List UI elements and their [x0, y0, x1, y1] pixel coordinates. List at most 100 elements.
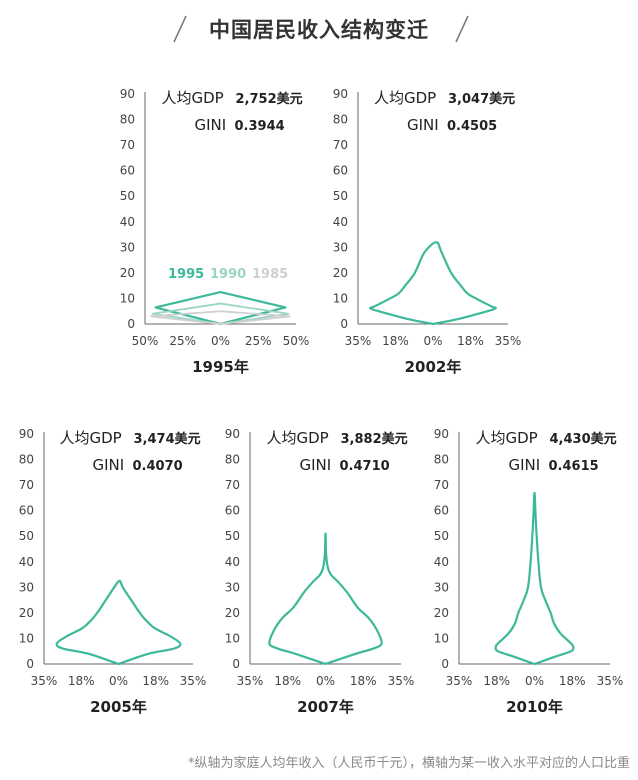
y-tick-label: 30 — [120, 240, 135, 254]
x-tick-label: 35% — [597, 674, 624, 688]
y-tick-label: 90 — [120, 87, 135, 101]
y-tick-label: 20 — [120, 266, 135, 280]
chart-year-label: 2007年 — [297, 698, 354, 716]
x-tick-label: 25% — [169, 334, 196, 348]
y-tick-label: 40 — [120, 215, 135, 229]
gdp-value: 3,882美元 — [341, 431, 408, 447]
y-tick-label: 60 — [19, 504, 34, 518]
x-tick-label: 35% — [388, 674, 415, 688]
x-tick-label: 0% — [109, 674, 128, 688]
page-title-text: 中国居民收入结构变迁 — [209, 18, 429, 42]
footnote: *纵轴为家庭人均年收入（人民币千元），横轴为某一收入水平对应的人口比重 — [0, 752, 630, 771]
y-tick-label: 80 — [19, 453, 34, 467]
gdp-label: 人均GDP — [374, 89, 436, 107]
x-tick-label: 35% — [495, 334, 522, 348]
y-tick-label: 20 — [19, 606, 34, 620]
y-tick-label: 0 — [26, 657, 34, 671]
gini-value: 0.4615 — [549, 459, 599, 474]
y-tick-label: 10 — [120, 291, 135, 305]
x-tick-label: 0% — [316, 674, 335, 688]
chart-year-label: 2005年 — [90, 698, 147, 716]
y-tick-label: 50 — [434, 529, 449, 543]
distribution-shape-2005 — [55, 579, 182, 666]
y-tick-label: 50 — [225, 529, 240, 543]
gini-label: GINI — [407, 116, 439, 134]
x-tick-label: 35% — [345, 334, 372, 348]
gdp-value: 2,752美元 — [236, 91, 303, 107]
chart-year-label: 2002年 — [405, 358, 462, 376]
footnote-text: *纵轴为家庭人均年收入（人民币千元），横轴为某一收入水平对应的人口比重 — [187, 756, 630, 771]
distribution-shape-1985 — [150, 310, 291, 325]
y-tick-label: 0 — [340, 317, 348, 331]
gini-label: GINI — [93, 456, 125, 474]
y-tick-label: 60 — [333, 164, 348, 178]
y-tick-label: 80 — [333, 113, 348, 127]
title-slash-left-icon — [173, 15, 187, 43]
y-tick-label: 60 — [120, 164, 135, 178]
chart-year-label: 2010年 — [506, 698, 563, 716]
y-tick-label: 20 — [225, 606, 240, 620]
x-tick-label: 18% — [142, 674, 169, 688]
y-tick-label: 20 — [434, 606, 449, 620]
distribution-shape-2007 — [268, 532, 383, 666]
y-tick-label: 70 — [19, 478, 34, 492]
gdp-value: 3,474美元 — [134, 431, 201, 447]
y-tick-label: 40 — [333, 215, 348, 229]
y-tick-label: 10 — [434, 631, 449, 645]
y-tick-label: 20 — [333, 266, 348, 280]
legend-entry: 1990 — [210, 267, 246, 282]
y-tick-label: 60 — [225, 504, 240, 518]
y-tick-label: 90 — [434, 427, 449, 441]
x-tick-label: 35% — [446, 674, 473, 688]
y-tick-label: 30 — [333, 240, 348, 254]
y-tick-label: 50 — [19, 529, 34, 543]
y-tick-label: 10 — [333, 291, 348, 305]
gdp-label: 人均GDP — [162, 89, 224, 107]
y-tick-label: 0 — [127, 317, 135, 331]
y-tick-label: 30 — [434, 580, 449, 594]
legend-entry: 1995 — [168, 267, 204, 282]
gini-value: 0.4505 — [447, 119, 497, 134]
x-tick-label: 18% — [382, 334, 409, 348]
gini-value: 0.3944 — [235, 119, 285, 134]
y-tick-label: 60 — [434, 504, 449, 518]
y-tick-label: 70 — [333, 138, 348, 152]
gini-value: 0.4070 — [133, 459, 183, 474]
x-tick-label: 18% — [457, 334, 484, 348]
x-tick-label: 18% — [274, 674, 301, 688]
gdp-label: 人均GDP — [267, 429, 329, 447]
x-tick-label: 18% — [483, 674, 510, 688]
x-tick-label: 18% — [350, 674, 377, 688]
x-tick-label: 35% — [237, 674, 264, 688]
y-tick-label: 80 — [120, 113, 135, 127]
y-tick-label: 70 — [434, 478, 449, 492]
x-tick-label: 50% — [132, 334, 159, 348]
x-tick-label: 0% — [211, 334, 230, 348]
y-tick-label: 80 — [434, 453, 449, 467]
x-tick-label: 18% — [68, 674, 95, 688]
y-tick-label: 10 — [225, 631, 240, 645]
y-tick-label: 30 — [19, 580, 34, 594]
x-tick-label: 0% — [525, 674, 544, 688]
x-tick-label: 35% — [180, 674, 207, 688]
x-tick-label: 35% — [31, 674, 58, 688]
y-tick-label: 50 — [333, 189, 348, 203]
y-tick-label: 40 — [434, 555, 449, 569]
distribution-shape-2010 — [494, 491, 575, 666]
distribution-shape-1995 — [154, 290, 287, 326]
gini-value: 0.4710 — [340, 459, 390, 474]
y-tick-label: 90 — [19, 427, 34, 441]
gini-label: GINI — [195, 116, 227, 134]
distribution-shape-1990 — [151, 302, 290, 325]
y-tick-label: 10 — [19, 631, 34, 645]
y-tick-label: 80 — [225, 453, 240, 467]
page-title: 中国居民收入结构变迁 — [0, 14, 638, 44]
y-tick-label: 70 — [120, 138, 135, 152]
y-tick-label: 40 — [19, 555, 34, 569]
y-tick-label: 0 — [441, 657, 449, 671]
y-tick-label: 50 — [120, 189, 135, 203]
gini-label: GINI — [509, 456, 541, 474]
y-tick-label: 40 — [225, 555, 240, 569]
x-tick-label: 25% — [245, 334, 272, 348]
